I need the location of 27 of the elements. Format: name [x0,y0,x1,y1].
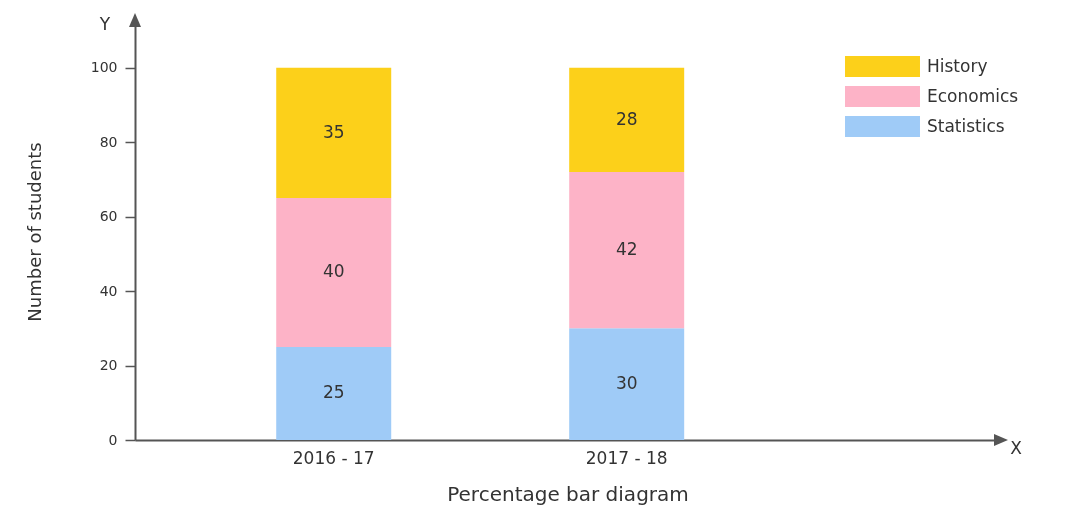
y-axis-title: Number of students [23,142,45,322]
y-tick-label: 60 [99,208,118,225]
legend-label: Statistics [927,115,1005,136]
y-tick-label: 0 [108,431,118,448]
data-label: 28 [615,108,638,129]
y-tick-label: 20 [99,357,118,374]
y-tick-label: 80 [99,133,118,150]
bar [569,171,685,329]
data-label: 42 [615,239,638,260]
text: X [1010,438,1023,458]
y-tick-label: 100 [90,59,118,76]
bar [276,346,392,440]
data-label: 40 [322,261,345,282]
x-axis-title: Percentage bar diagram [447,481,689,506]
text: Y [98,14,111,34]
data-label: 25 [322,382,345,403]
bar [569,67,685,172]
y-tick-label: 40 [99,282,118,299]
bar [276,67,392,198]
legend-label: Economics [927,85,1019,106]
data-label: 30 [615,373,638,394]
bar [276,197,392,347]
x-tick-label: 2016 - 17 [292,447,375,468]
data-label: 35 [322,121,345,142]
x-tick-label: 2017 - 18 [585,447,668,468]
bar [569,328,685,440]
legend-label: History [927,55,988,76]
